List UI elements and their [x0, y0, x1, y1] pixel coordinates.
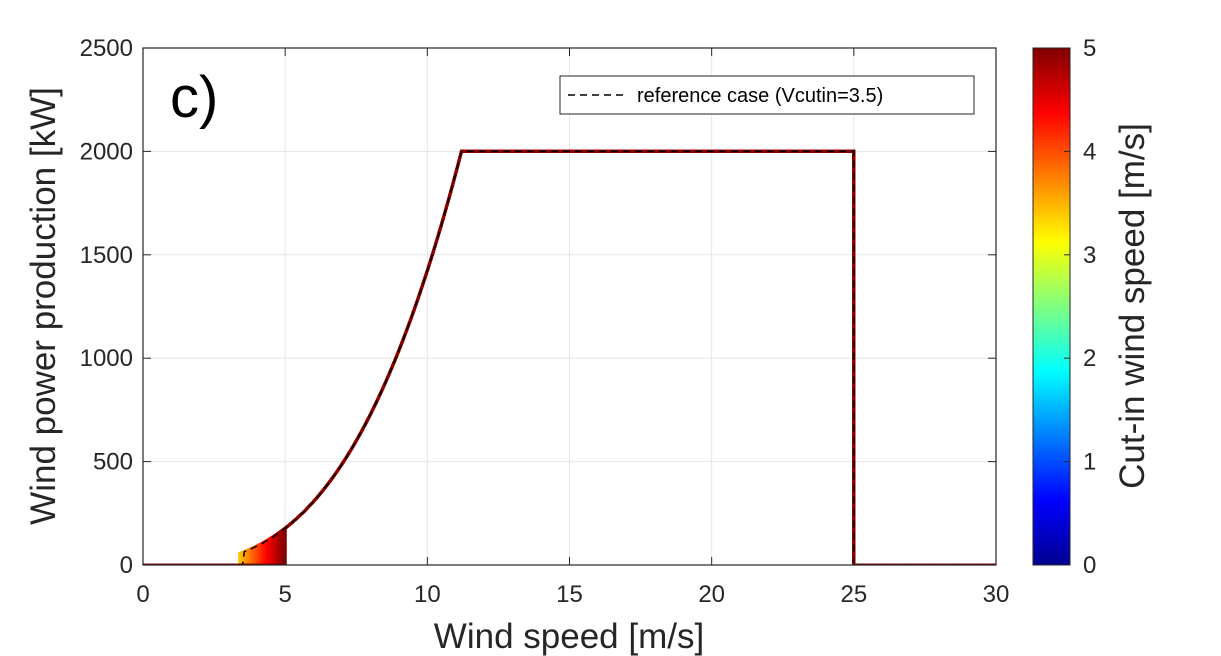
colorbar-tick-label: 2	[1083, 345, 1096, 372]
legend-box	[559, 75, 975, 115]
x-tick-label: 15	[556, 581, 583, 608]
x-tick-label: 25	[840, 581, 867, 608]
y-tick-label: 2000	[80, 138, 133, 165]
panel-label: c)	[170, 65, 218, 130]
x-axis-label: Wind speed [m/s]	[434, 617, 704, 656]
y-tick-label: 2500	[80, 35, 133, 62]
reference-curve-line	[143, 150, 996, 565]
x-tick-label: 5	[278, 581, 291, 608]
y-tick-label: 1000	[80, 345, 133, 372]
y-tick-label: 500	[93, 449, 133, 476]
reference-curve	[143, 150, 996, 565]
legend-entry-reference: reference case (Vcutin=3.5)	[637, 85, 883, 107]
colorbar-tick-label: 5	[1083, 35, 1096, 62]
legend: reference case (Vcutin=3.5)	[559, 75, 975, 115]
colorbar-tick-label: 1	[1083, 449, 1096, 476]
axis-ticks: 0 5 10 15 20 25 30 0 500 1000 1500 2000 2500	[80, 35, 1010, 608]
x-tick-label: 0	[136, 581, 149, 608]
colorbar-tick-label: 3	[1083, 242, 1096, 269]
y-tick-label: 0	[120, 552, 133, 579]
colorbar-tick-label: 4	[1083, 138, 1096, 165]
colorbar-label: Cut-in wind speed [m/s]	[1113, 123, 1152, 489]
x-tick-label: 30	[983, 581, 1010, 608]
x-tick-label: 10	[414, 581, 441, 608]
colorbar: 0 1 2 3 4 5 Cut-in wind speed [m/s]	[1032, 35, 1152, 579]
colorbar-gradient	[1032, 47, 1071, 566]
y-axis-label: Wind power production [kW]	[24, 87, 63, 525]
plot-area: 0 5 10 15 20 25 30 0 500 1000 1500 2000 2500	[80, 35, 1010, 608]
colorbar-ticks: 0 1 2 3 4 5	[1064, 35, 1096, 579]
y-tick-label: 1500	[80, 242, 133, 269]
x-tick-label: 20	[698, 581, 725, 608]
colorbar-tick-label: 0	[1083, 552, 1096, 579]
